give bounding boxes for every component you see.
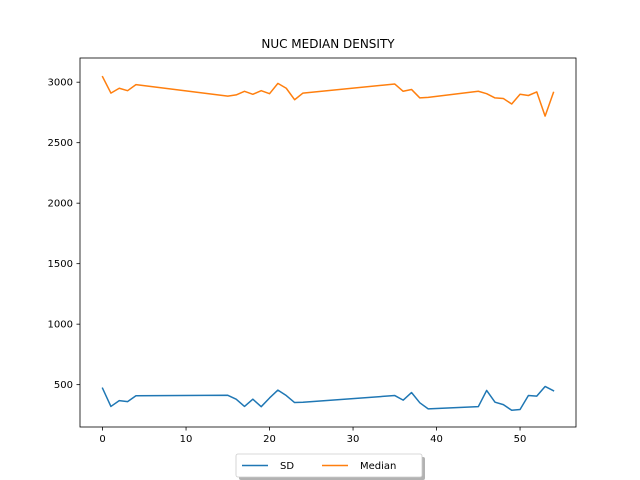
y-tick-label: 1500 bbox=[48, 259, 73, 270]
y-tick-label: 1000 bbox=[48, 320, 73, 331]
x-tick-label: 40 bbox=[430, 434, 443, 445]
legend: SD Median bbox=[235, 453, 425, 480]
x-tick-label: 30 bbox=[347, 434, 360, 445]
plot-area bbox=[79, 57, 577, 428]
x-axis: 0 10 20 30 40 50 bbox=[99, 427, 526, 445]
x-tick-label: 50 bbox=[514, 434, 527, 445]
y-tick-label: 3000 bbox=[48, 78, 73, 89]
series-line-median bbox=[101, 75, 555, 117]
x-tick-label: 10 bbox=[180, 434, 193, 445]
x-tick-label: 20 bbox=[263, 434, 276, 445]
x-tick-label: 0 bbox=[99, 434, 105, 445]
series-line-sd bbox=[101, 385, 555, 412]
y-axis: 500 1000 1500 2000 2500 3000 bbox=[48, 78, 80, 391]
axes-frame bbox=[79, 57, 577, 428]
chart-title: NUC MEDIAN DENSITY bbox=[261, 37, 395, 51]
y-tick-label: 2500 bbox=[48, 138, 73, 149]
y-tick-label: 2000 bbox=[48, 199, 73, 210]
legend-label-median: Median bbox=[360, 461, 396, 472]
legend-label-sd: SD bbox=[280, 461, 294, 472]
y-tick-label: 500 bbox=[54, 380, 73, 391]
